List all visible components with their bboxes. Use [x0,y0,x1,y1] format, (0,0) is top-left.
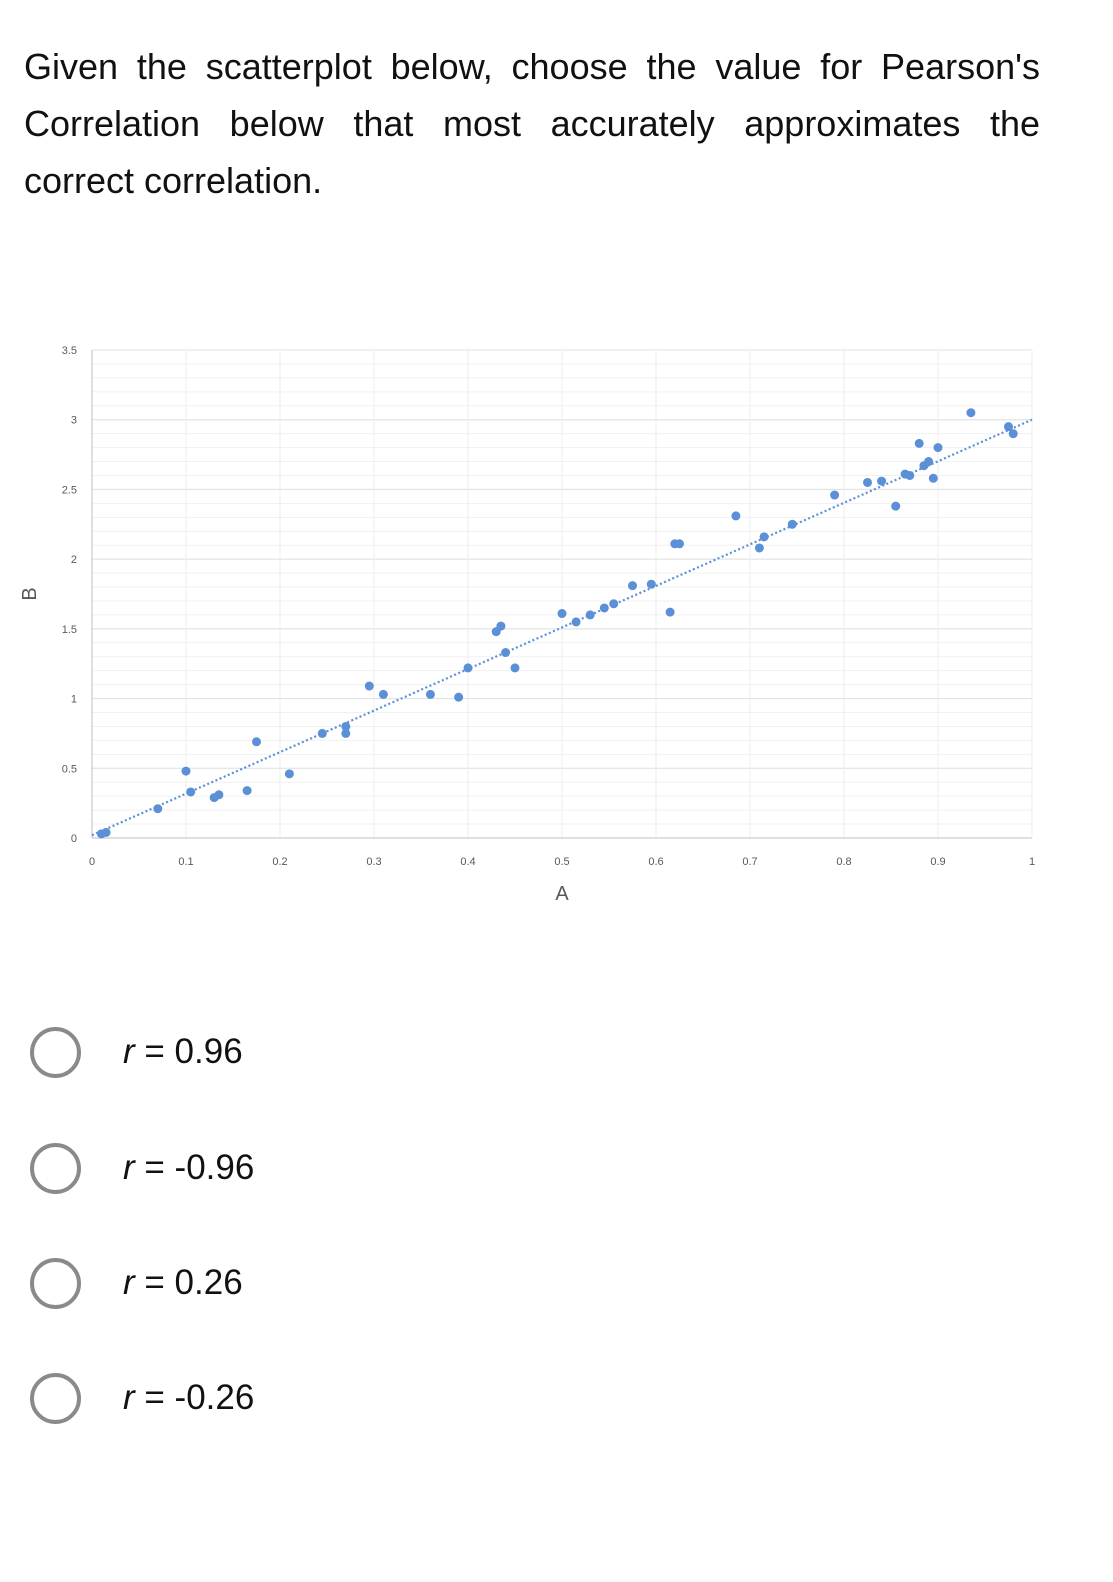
y-tick-label: 1.5 [62,624,77,636]
x-tick-label: 0.2 [272,856,287,868]
option-3-label: r = 0.26 [123,1263,243,1302]
data-point [905,470,915,480]
data-point [646,579,656,589]
data-point [665,607,675,617]
option-2[interactable]: r = -0.96 [30,1138,254,1198]
data-point [731,511,741,521]
data-point [341,728,351,738]
y-tick-label: 1 [71,694,77,706]
data-point [181,766,191,776]
data-point [242,786,252,796]
question-text: Given the scatterplot below, choose the … [24,46,1040,201]
x-tick-label: 0.8 [836,856,851,868]
data-point [153,804,163,814]
data-point [1004,422,1013,432]
data-point [759,532,769,542]
x-axis-title: A [555,883,569,905]
data-point [510,663,520,673]
data-point [425,689,435,699]
scatter-chart: 0 0.5 1 1.5 2 2.5 3 3.5 0 0.1 0.2 0.3 0.4 0.5 0.6 0.7 0.… [0,330,1113,920]
option-4-label: r = -0.26 [123,1378,255,1417]
data-point [252,737,261,747]
scatter-chart-svg: 0 0.5 1 1.5 2 2.5 3 3.5 0 0.1 0.2 0.3 0.4 0.5 0.6 0.7 0.… [19,345,1035,905]
data-point [966,408,976,418]
x-tick-label: 0.5 [554,856,569,868]
data-point [863,477,872,487]
data-point [463,663,473,673]
radio-option-4[interactable] [30,1372,81,1424]
data-point [454,692,464,702]
data-point [787,519,797,529]
data-point [830,490,840,500]
y-tick-label: 2 [71,554,77,566]
data-point [928,473,938,483]
option-4[interactable]: r = -0.26 [30,1368,254,1428]
data-point [891,501,901,511]
x-tick-label: 0.6 [648,856,663,868]
x-tick-label: 1 [1029,856,1035,868]
y-tick-label: 0 [71,833,77,845]
option-1-label: r = 0.96 [123,1032,243,1071]
data-point [933,443,943,453]
data-point [186,787,196,797]
data-point [609,599,619,609]
data-point [1008,429,1018,439]
data-point [557,609,567,619]
y-tick-label: 3.5 [62,345,77,357]
x-tick-label: 0 [89,856,95,868]
option-1[interactable]: r = 0.96 [30,1022,243,1082]
y-tick-label: 3 [71,415,77,427]
option-2-label: r = -0.96 [123,1148,255,1187]
y-axis-title: B [19,587,41,600]
data-point [364,681,374,691]
data-point [914,438,924,448]
data-point [341,721,351,731]
radio-option-2[interactable] [30,1142,81,1194]
y-tick-label: 2.5 [62,484,77,496]
x-tick-label: 0.4 [460,856,475,868]
data-point [628,581,637,591]
data-point [214,790,224,800]
x-tick-label: 0.1 [178,856,193,868]
radio-option-1[interactable] [30,1026,81,1078]
data-point [675,539,684,549]
x-tick-label: 0.3 [366,856,381,868]
x-tick-label: 0.7 [742,856,757,868]
data-point [924,457,934,467]
option-3[interactable]: r = 0.26 [30,1253,243,1313]
data-point [501,648,511,658]
data-point [101,827,111,837]
data-point [754,543,764,553]
data-point [317,728,327,738]
data-point [571,617,581,627]
data-point [877,476,887,486]
data-point [585,610,595,620]
y-tick-label: 0.5 [62,763,77,775]
radio-option-3[interactable] [30,1257,81,1309]
data-point [284,769,294,779]
trendline [91,418,1033,837]
data-point [599,603,609,613]
data-point [378,689,388,699]
data-point [496,621,506,631]
x-tick-label: 0.9 [930,856,945,868]
